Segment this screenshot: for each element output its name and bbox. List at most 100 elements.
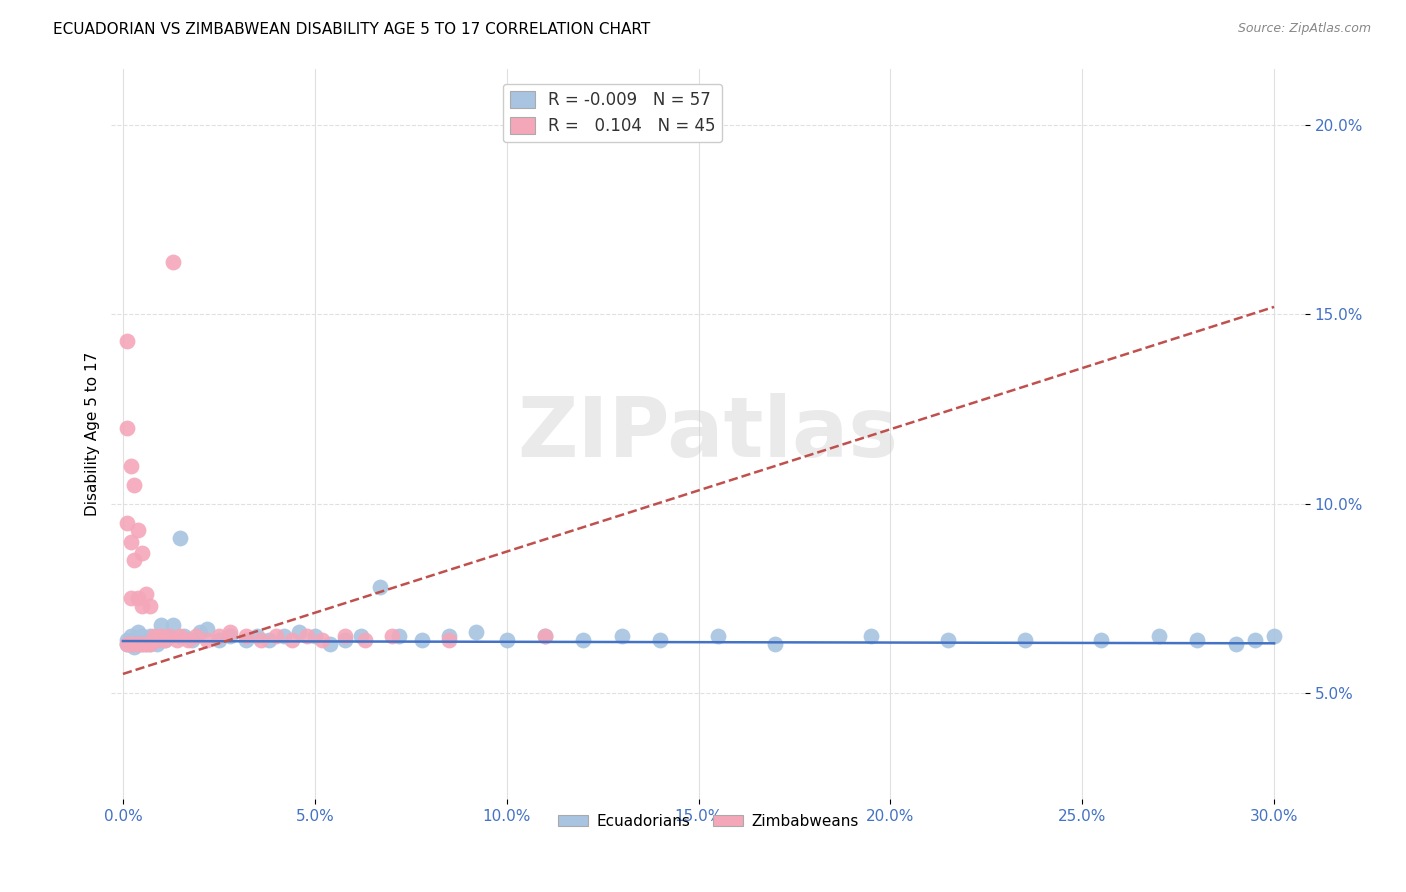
Point xyxy=(157,629,180,643)
Point xyxy=(1263,629,1285,643)
Point xyxy=(208,629,231,643)
Point xyxy=(1147,629,1170,643)
Point xyxy=(153,632,176,647)
Legend: Ecuadorians, Zimbabweans: Ecuadorians, Zimbabweans xyxy=(551,808,865,835)
Point xyxy=(246,629,269,643)
Point xyxy=(120,629,142,643)
Point xyxy=(142,632,165,647)
Point xyxy=(127,591,149,606)
Point xyxy=(146,632,169,647)
Point xyxy=(127,625,149,640)
Point xyxy=(388,629,411,643)
Point xyxy=(127,637,149,651)
Point xyxy=(135,637,157,651)
Point xyxy=(124,640,146,655)
Point xyxy=(195,632,218,647)
Point xyxy=(135,632,157,647)
Point xyxy=(534,629,557,643)
Point xyxy=(120,637,142,651)
Point xyxy=(139,637,162,651)
Point xyxy=(235,632,257,647)
Point xyxy=(115,421,138,435)
Point xyxy=(120,637,142,651)
Point xyxy=(157,629,180,643)
Point xyxy=(169,629,191,643)
Point xyxy=(295,629,318,643)
Point xyxy=(173,629,195,643)
Point xyxy=(1014,632,1036,647)
Point xyxy=(304,629,326,643)
Point xyxy=(1090,632,1112,647)
Point xyxy=(860,629,883,643)
Point xyxy=(319,637,342,651)
Point xyxy=(115,637,138,651)
Point xyxy=(350,629,373,643)
Point xyxy=(184,629,207,643)
Point xyxy=(124,553,146,567)
Point xyxy=(534,629,557,643)
Point xyxy=(115,632,138,647)
Point xyxy=(257,632,280,647)
Point xyxy=(124,477,146,491)
Point xyxy=(120,458,142,473)
Text: ZIPatlas: ZIPatlas xyxy=(517,393,898,475)
Point xyxy=(219,629,242,643)
Point xyxy=(368,580,391,594)
Point xyxy=(115,516,138,530)
Point xyxy=(250,632,273,647)
Point xyxy=(335,629,357,643)
Point xyxy=(495,632,517,647)
Point xyxy=(131,637,153,651)
Point xyxy=(131,637,153,651)
Point xyxy=(146,637,169,651)
Point xyxy=(266,629,288,643)
Point xyxy=(162,617,184,632)
Point xyxy=(380,629,402,643)
Point xyxy=(124,637,146,651)
Point xyxy=(127,523,149,537)
Point xyxy=(131,546,153,560)
Point xyxy=(166,632,188,647)
Point xyxy=(181,632,204,647)
Point xyxy=(465,625,488,640)
Point xyxy=(135,637,157,651)
Point xyxy=(120,591,142,606)
Point xyxy=(115,334,138,348)
Point xyxy=(311,632,333,647)
Point xyxy=(162,254,184,268)
Point xyxy=(335,632,357,647)
Point xyxy=(188,625,211,640)
Point xyxy=(139,637,162,651)
Point xyxy=(120,534,142,549)
Point xyxy=(131,599,153,613)
Point xyxy=(437,629,460,643)
Point xyxy=(177,632,200,647)
Point xyxy=(139,629,162,643)
Point xyxy=(1244,632,1267,647)
Point xyxy=(353,632,375,647)
Point xyxy=(127,637,149,651)
Point xyxy=(115,637,138,651)
Point xyxy=(131,629,153,643)
Point xyxy=(572,632,595,647)
Text: ECUADORIAN VS ZIMBABWEAN DISABILITY AGE 5 TO 17 CORRELATION CHART: ECUADORIAN VS ZIMBABWEAN DISABILITY AGE … xyxy=(53,22,651,37)
Point xyxy=(139,599,162,613)
Point xyxy=(142,629,165,643)
Point xyxy=(1187,632,1209,647)
Point xyxy=(235,629,257,643)
Point xyxy=(650,632,672,647)
Point xyxy=(169,531,191,545)
Point xyxy=(219,625,242,640)
Point xyxy=(411,632,433,647)
Point xyxy=(150,617,173,632)
Point xyxy=(124,632,146,647)
Point xyxy=(288,625,311,640)
Point xyxy=(150,629,173,643)
Point xyxy=(135,587,157,601)
Point xyxy=(1225,637,1247,651)
Point xyxy=(273,629,295,643)
Point xyxy=(763,637,786,651)
Point xyxy=(437,632,460,647)
Y-axis label: Disability Age 5 to 17: Disability Age 5 to 17 xyxy=(86,351,100,516)
Point xyxy=(610,629,633,643)
